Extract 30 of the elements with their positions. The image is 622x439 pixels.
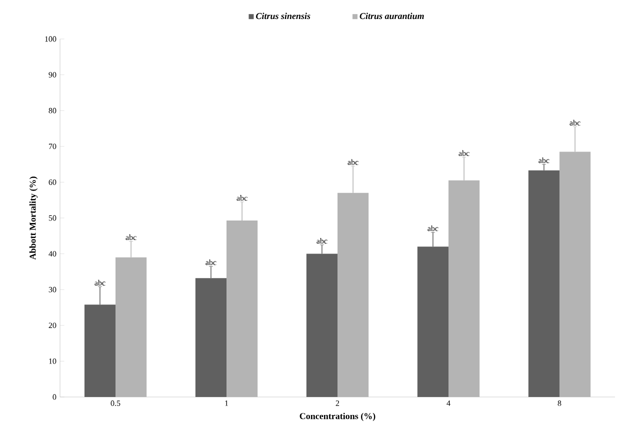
y-tick-label: 70 [49, 144, 56, 150]
x-tick-label: 2 [336, 400, 340, 406]
y-axis-title: Abbott Mortality (%) [29, 176, 38, 260]
y-tick-label: 40 [48, 251, 56, 256]
y-tick-label: 10 [49, 358, 56, 364]
annotation: abc [348, 159, 358, 165]
y-tick-label: 80 [48, 108, 56, 114]
annotation: abc [570, 120, 580, 126]
annotation: abc [206, 259, 216, 266]
annotation: abc [428, 225, 438, 232]
y-tick-label: 0 [52, 394, 56, 400]
y-tick-label: 100 [45, 36, 56, 42]
annotation: abc [126, 234, 136, 240]
y-tick-label: 50 [48, 215, 56, 221]
x-tick-label: 8 [558, 400, 562, 406]
x-axis-title: Concentrations (%) [300, 412, 376, 421]
y-tick-label: 30 [48, 286, 56, 292]
annotation: abc [94, 280, 106, 286]
x-tick-label: 1 [225, 400, 228, 406]
y-tick-label: 90 [48, 72, 56, 78]
y-tick-label: 60 [48, 179, 56, 185]
x-tick-label: 0.5 [110, 400, 120, 406]
annotation: abc [316, 238, 328, 244]
x-tick-label: 4 [446, 400, 450, 406]
legend-label: Citrus aurantium [360, 12, 424, 20]
annotation: abc [236, 195, 248, 201]
annotation: abc [538, 157, 550, 164]
y-tick-label: 20 [48, 322, 56, 328]
legend-label: Citrus sinensis [256, 12, 310, 20]
annotation: abc [458, 150, 470, 156]
